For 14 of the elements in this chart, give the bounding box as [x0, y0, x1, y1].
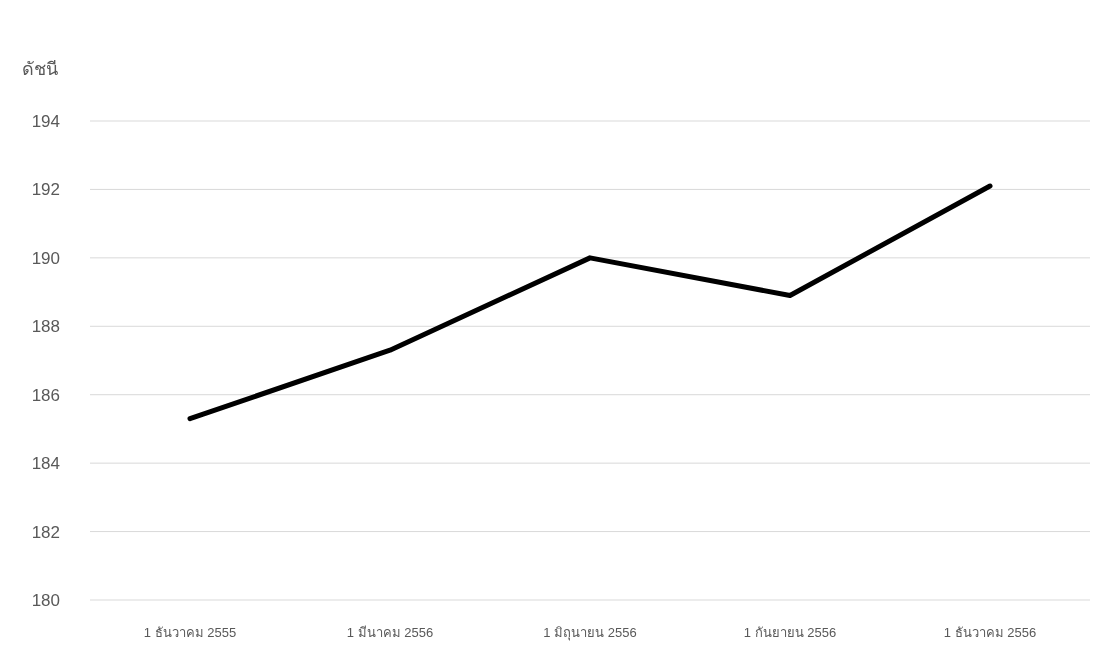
y-tick-label: 186: [31, 385, 60, 405]
y-tick-label: 190: [31, 248, 60, 268]
x-tick-label: 1 ธันวาคม 2555: [143, 625, 237, 640]
x-tick-label: 1 ธันวาคม 2556: [943, 625, 1037, 640]
y-tick-label: 194: [31, 112, 60, 131]
y-tick-label: 192: [31, 180, 60, 200]
y-tick-label: 184: [31, 454, 60, 474]
y-tick-label: 188: [31, 317, 60, 337]
x-tick-label: 1 มีนาคม 2556: [346, 625, 434, 640]
y-tick-label: 180: [31, 591, 60, 610]
y-tick-label: 182: [31, 522, 60, 542]
x-tick-label: 1 มิถุนายน 2556: [543, 625, 637, 641]
x-tick-label: 1 กันยายน 2556: [743, 625, 837, 640]
y-axis-title: ดัชนี: [22, 59, 58, 79]
